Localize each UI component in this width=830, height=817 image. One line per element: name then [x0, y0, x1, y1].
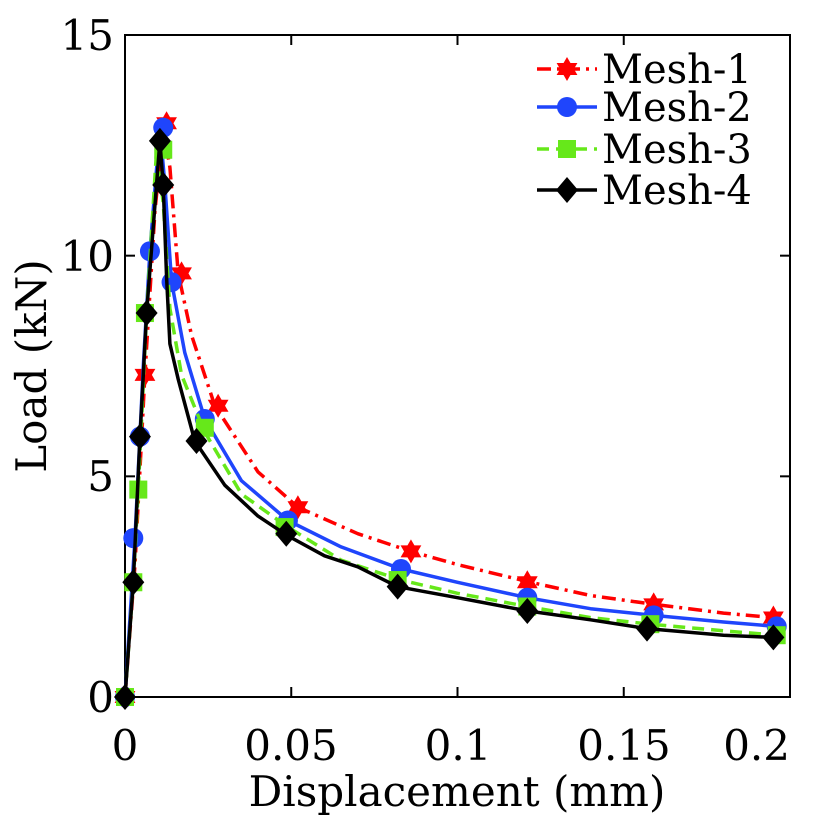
data-point-mesh-4-5: [152, 172, 175, 199]
y-tick-label-2: 10: [61, 232, 114, 281]
data-point-mesh-4-2: [128, 423, 151, 450]
legend-marker-mesh-3: [558, 140, 576, 158]
legend-entry-mesh-4: Mesh-4: [537, 168, 752, 214]
series-line-mesh-3: [123, 147, 777, 698]
data-point-mesh-4-10: [636, 615, 659, 642]
data-point-mesh-4-9: [516, 597, 539, 624]
data-point-mesh-4-3: [135, 300, 158, 327]
x-tick-label-1: 0.05: [244, 721, 338, 770]
legend-label-mesh-2: Mesh-2: [602, 85, 752, 131]
x-tick-label-2: 0.1: [425, 721, 492, 770]
data-point-mesh-4-7: [275, 520, 298, 547]
x-tick-label-0: 0: [112, 721, 139, 770]
data-point-mesh-1-5: [287, 495, 309, 520]
data-point-mesh-1-7: [516, 570, 538, 595]
legend-marker-mesh-2: [557, 97, 577, 117]
x-axis-title: Displacement (mm): [249, 767, 666, 816]
y-tick-label-1: 5: [87, 452, 114, 501]
legend-label-mesh-1: Mesh-1: [602, 47, 752, 93]
legend-label-mesh-4: Mesh-4: [602, 168, 752, 214]
legend-entry-mesh-2: Mesh-2: [537, 85, 752, 131]
data-point-mesh-4-4: [148, 127, 171, 154]
x-tick-label-3: 0.15: [577, 721, 671, 770]
data-point-mesh-4-8: [386, 573, 409, 600]
series-line-mesh-4: [123, 139, 774, 698]
legend-marker-mesh-4: [556, 177, 578, 203]
series-mesh-3: [116, 140, 786, 706]
legend-marker-mesh-1: [556, 57, 578, 81]
legend: Mesh-1 Mesh-2 Mesh-3 Mesh-4: [537, 47, 752, 214]
ticks-layer: [124, 34, 791, 698]
legend-entry-mesh-3: Mesh-3: [537, 127, 752, 173]
data-point-mesh-4-1: [122, 569, 145, 596]
data-point-mesh-4-11: [762, 624, 785, 651]
series-mesh-1: [114, 111, 784, 709]
data-point-mesh-1-6: [400, 539, 422, 564]
data-point-mesh-4-6: [185, 428, 208, 455]
legend-entry-mesh-1: Mesh-1: [537, 47, 752, 93]
data-point-mesh-2-5: [161, 272, 182, 293]
y-tick-label-0: 0: [87, 673, 114, 722]
legend-marker-shape-mesh-4: [556, 177, 578, 203]
data-point-mesh-3-5: [195, 418, 214, 437]
series-layer: [114, 111, 787, 710]
data-point-mesh-1-4: [207, 393, 229, 418]
y-axis-title: Load (kN): [7, 259, 56, 472]
legend-marker-shape-mesh-2: [557, 97, 577, 117]
data-point-mesh-2-1: [123, 528, 144, 549]
legend-marker-shape-mesh-3: [558, 140, 576, 158]
x-tick-label-4: 0.2: [723, 721, 790, 770]
legend-label-mesh-3: Mesh-3: [602, 127, 752, 173]
series-mesh-4: [114, 127, 785, 710]
legend-marker-shape-mesh-1: [556, 57, 578, 81]
y-tick-label-3: 15: [61, 11, 114, 60]
